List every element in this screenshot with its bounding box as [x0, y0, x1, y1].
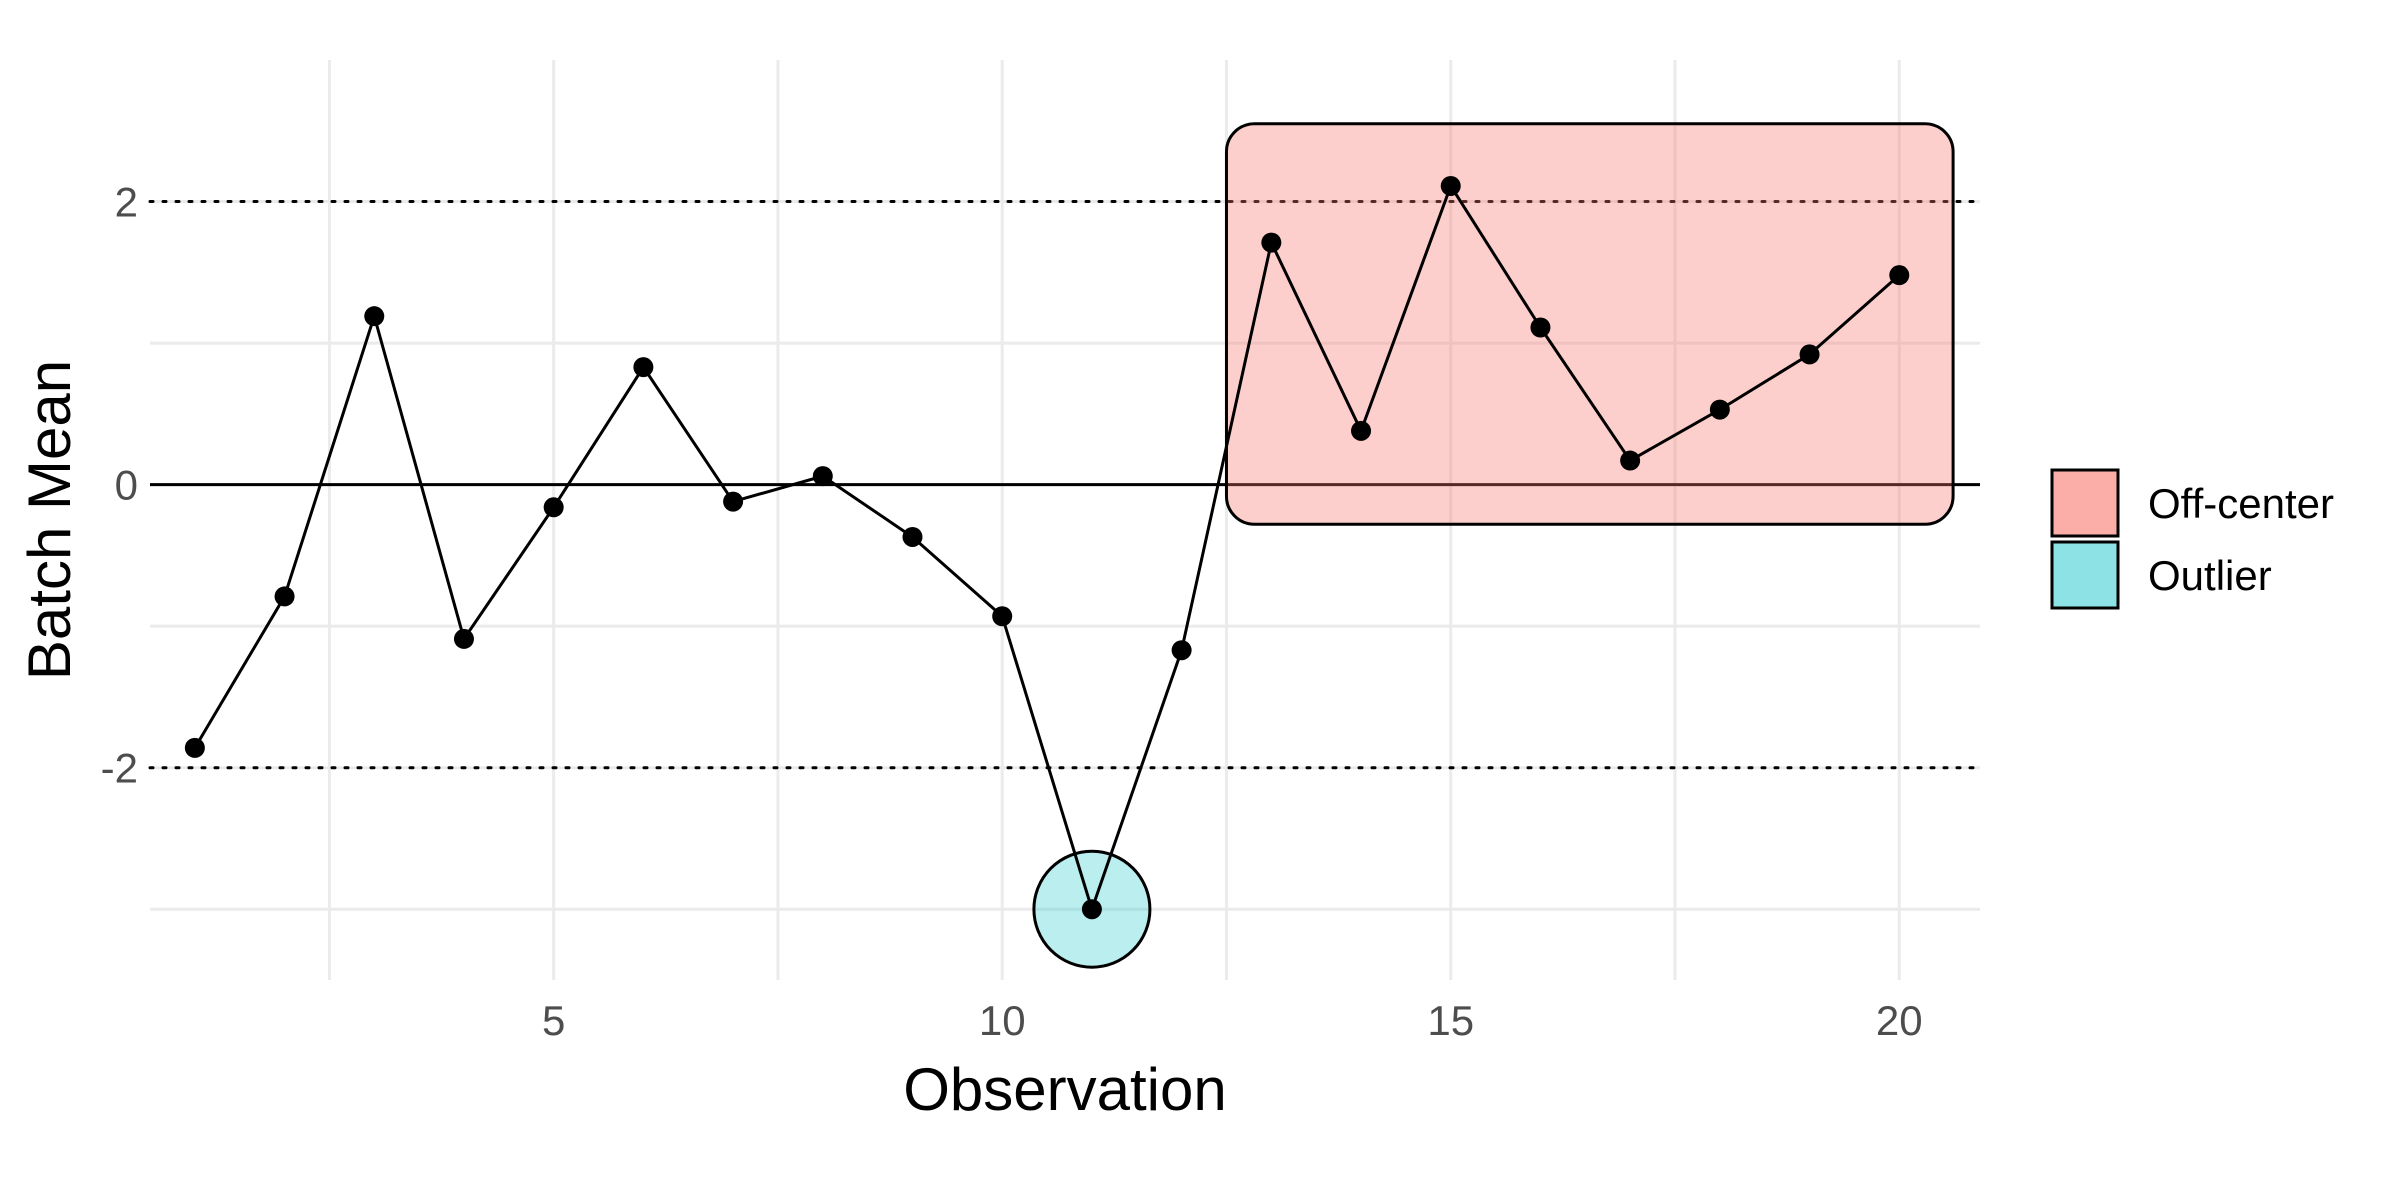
x-tick-label: 15 [1427, 997, 1474, 1044]
data-point [1709, 399, 1730, 420]
legend-label: Outlier [2148, 552, 2272, 599]
data-point [453, 628, 474, 649]
y-tick-label: 0 [115, 462, 138, 509]
legend-key [2050, 540, 2120, 610]
data-point [1081, 899, 1102, 920]
data-point [1620, 450, 1641, 471]
data-point [184, 737, 205, 758]
legend-key [2050, 468, 2120, 538]
data-point [812, 466, 833, 487]
data-point [1351, 420, 1372, 441]
reference-lines [148, 200, 1982, 770]
data-point [1530, 317, 1551, 338]
y-tick-label: -2 [101, 745, 138, 792]
series [184, 175, 1910, 920]
x-tick-label: 10 [979, 997, 1026, 1044]
data-point [902, 526, 923, 547]
off-center-highlight [1224, 122, 1955, 526]
data-point [1889, 265, 1910, 286]
data-point [992, 606, 1013, 627]
data-point [1171, 640, 1192, 661]
data-point [633, 357, 654, 378]
data-point [543, 497, 564, 518]
data-point [364, 306, 385, 327]
data-point [274, 586, 295, 607]
data-point [1261, 232, 1282, 253]
y-tick-labels: -2 0 2 [101, 179, 138, 792]
y-axis-title: Batch Mean [16, 360, 83, 680]
x-tick-label: 20 [1876, 997, 1923, 1044]
data-point [1799, 344, 1820, 365]
data-point [723, 491, 744, 512]
legend: Off-center Outlier [2050, 468, 2334, 610]
legend-label: Off-center [2148, 480, 2334, 527]
x-tick-labels: 5 10 15 20 [542, 997, 1923, 1044]
y-tick-label: 2 [115, 179, 138, 226]
series-line [193, 184, 1901, 911]
x-axis-title: Observation [903, 1056, 1227, 1123]
data-point [1440, 175, 1461, 196]
x-tick-label: 5 [542, 997, 565, 1044]
annotations [1032, 122, 1955, 969]
